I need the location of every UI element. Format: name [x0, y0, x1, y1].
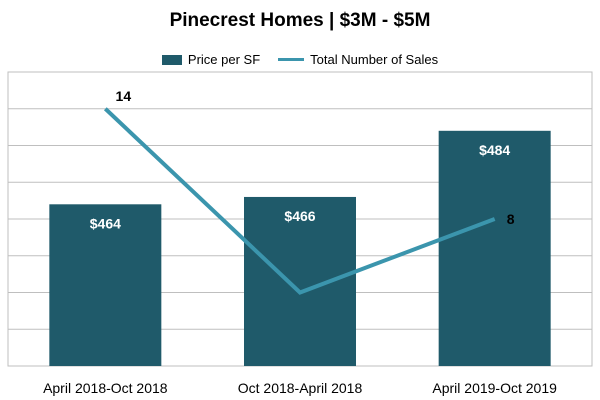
legend-swatch-line — [278, 58, 305, 61]
legend-label-sales: Total Number of Sales — [310, 52, 439, 67]
line-data-label: 8 — [507, 211, 515, 227]
bar-data-label: $466 — [284, 208, 315, 224]
bar-data-label: $464 — [90, 215, 121, 231]
bar — [49, 204, 162, 366]
legend-item-sales: Total Number of Sales — [278, 52, 438, 67]
x-tick-label: April 2019-Oct 2019 — [432, 380, 557, 396]
bar — [438, 130, 551, 366]
line-series-sales — [103, 107, 496, 295]
legend-item-price: Price per SF — [161, 52, 261, 67]
line-data-label: 14 — [116, 88, 132, 104]
x-tick-label: April 2018-Oct 2018 — [43, 380, 168, 396]
bar — [244, 196, 356, 366]
legend-swatch-bar — [161, 54, 182, 65]
bar-data-label: $484 — [479, 142, 510, 158]
chart-title: Pinecrest Homes | $3M - $5M — [169, 10, 431, 31]
legend-label-price: Price per SF — [187, 52, 261, 67]
legend: Price per SF Total Number of Sales — [0, 52, 600, 67]
x-tick-label: Oct 2018-April 2018 — [238, 380, 363, 396]
